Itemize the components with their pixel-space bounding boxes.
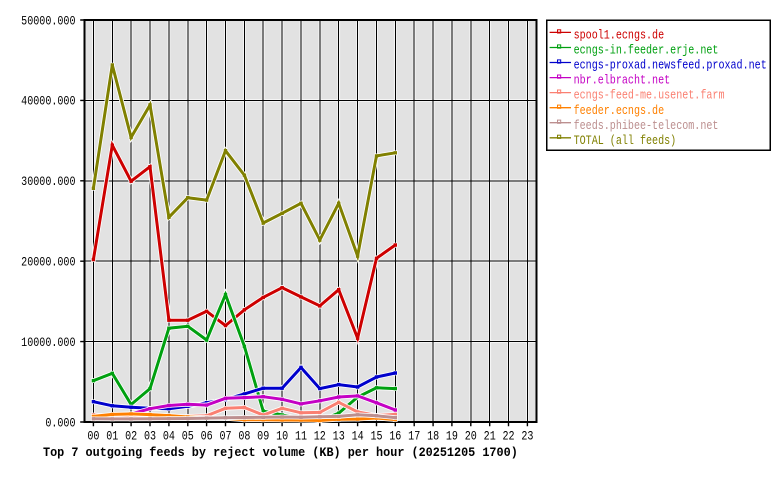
svg-text:16: 16 [389,429,401,444]
svg-text:05: 05 [182,429,194,444]
svg-text:ecngs-in.feeder.erje.net: ecngs-in.feeder.erje.net [574,44,719,59]
svg-text:18: 18 [427,429,439,444]
svg-text:00: 00 [87,429,99,444]
svg-text:22: 22 [502,429,514,444]
svg-text:0.000: 0.000 [45,416,75,431]
svg-text:09: 09 [257,429,269,444]
svg-text:01: 01 [106,429,118,444]
svg-text:nbr.elbracht.net: nbr.elbracht.net [574,74,671,89]
svg-text:19: 19 [446,429,458,444]
svg-text:20000.000: 20000.000 [21,255,75,270]
svg-text:23: 23 [521,429,533,444]
svg-text:21: 21 [484,429,496,444]
svg-text:20: 20 [465,429,477,444]
svg-text:feeds.phibee-telecom.net: feeds.phibee-telecom.net [574,119,719,134]
svg-text:ecngs-feed-me.usenet.farm: ecngs-feed-me.usenet.farm [574,89,725,104]
svg-text:50000.000: 50000.000 [21,14,75,29]
svg-text:10000.000: 10000.000 [21,336,75,351]
svg-text:10: 10 [276,429,288,444]
svg-text:12: 12 [314,429,326,444]
svg-text:02: 02 [125,429,137,444]
svg-text:11: 11 [295,429,307,444]
svg-text:TOTAL (all feeds): TOTAL (all feeds) [574,134,677,149]
svg-text:30000.000: 30000.000 [21,175,75,190]
svg-text:14: 14 [352,429,364,444]
svg-text:ecngs-proxad.newsfeed.proxad.n: ecngs-proxad.newsfeed.proxad.net [574,59,767,74]
svg-text:04: 04 [163,429,175,444]
svg-text:feeder.ecngs.de: feeder.ecngs.de [574,104,665,119]
svg-text:13: 13 [333,429,345,444]
svg-text:15: 15 [370,429,382,444]
svg-text:06: 06 [201,429,213,444]
svg-text:spool1.ecngs.de: spool1.ecngs.de [574,28,665,43]
svg-text:03: 03 [144,429,156,444]
svg-text:17: 17 [408,429,420,444]
svg-text:08: 08 [238,429,250,444]
svg-text:40000.000: 40000.000 [21,95,75,110]
svg-text:07: 07 [219,429,231,444]
svg-text:Top 7 outgoing feeds by reject: Top 7 outgoing feeds by reject volume (K… [43,446,518,461]
